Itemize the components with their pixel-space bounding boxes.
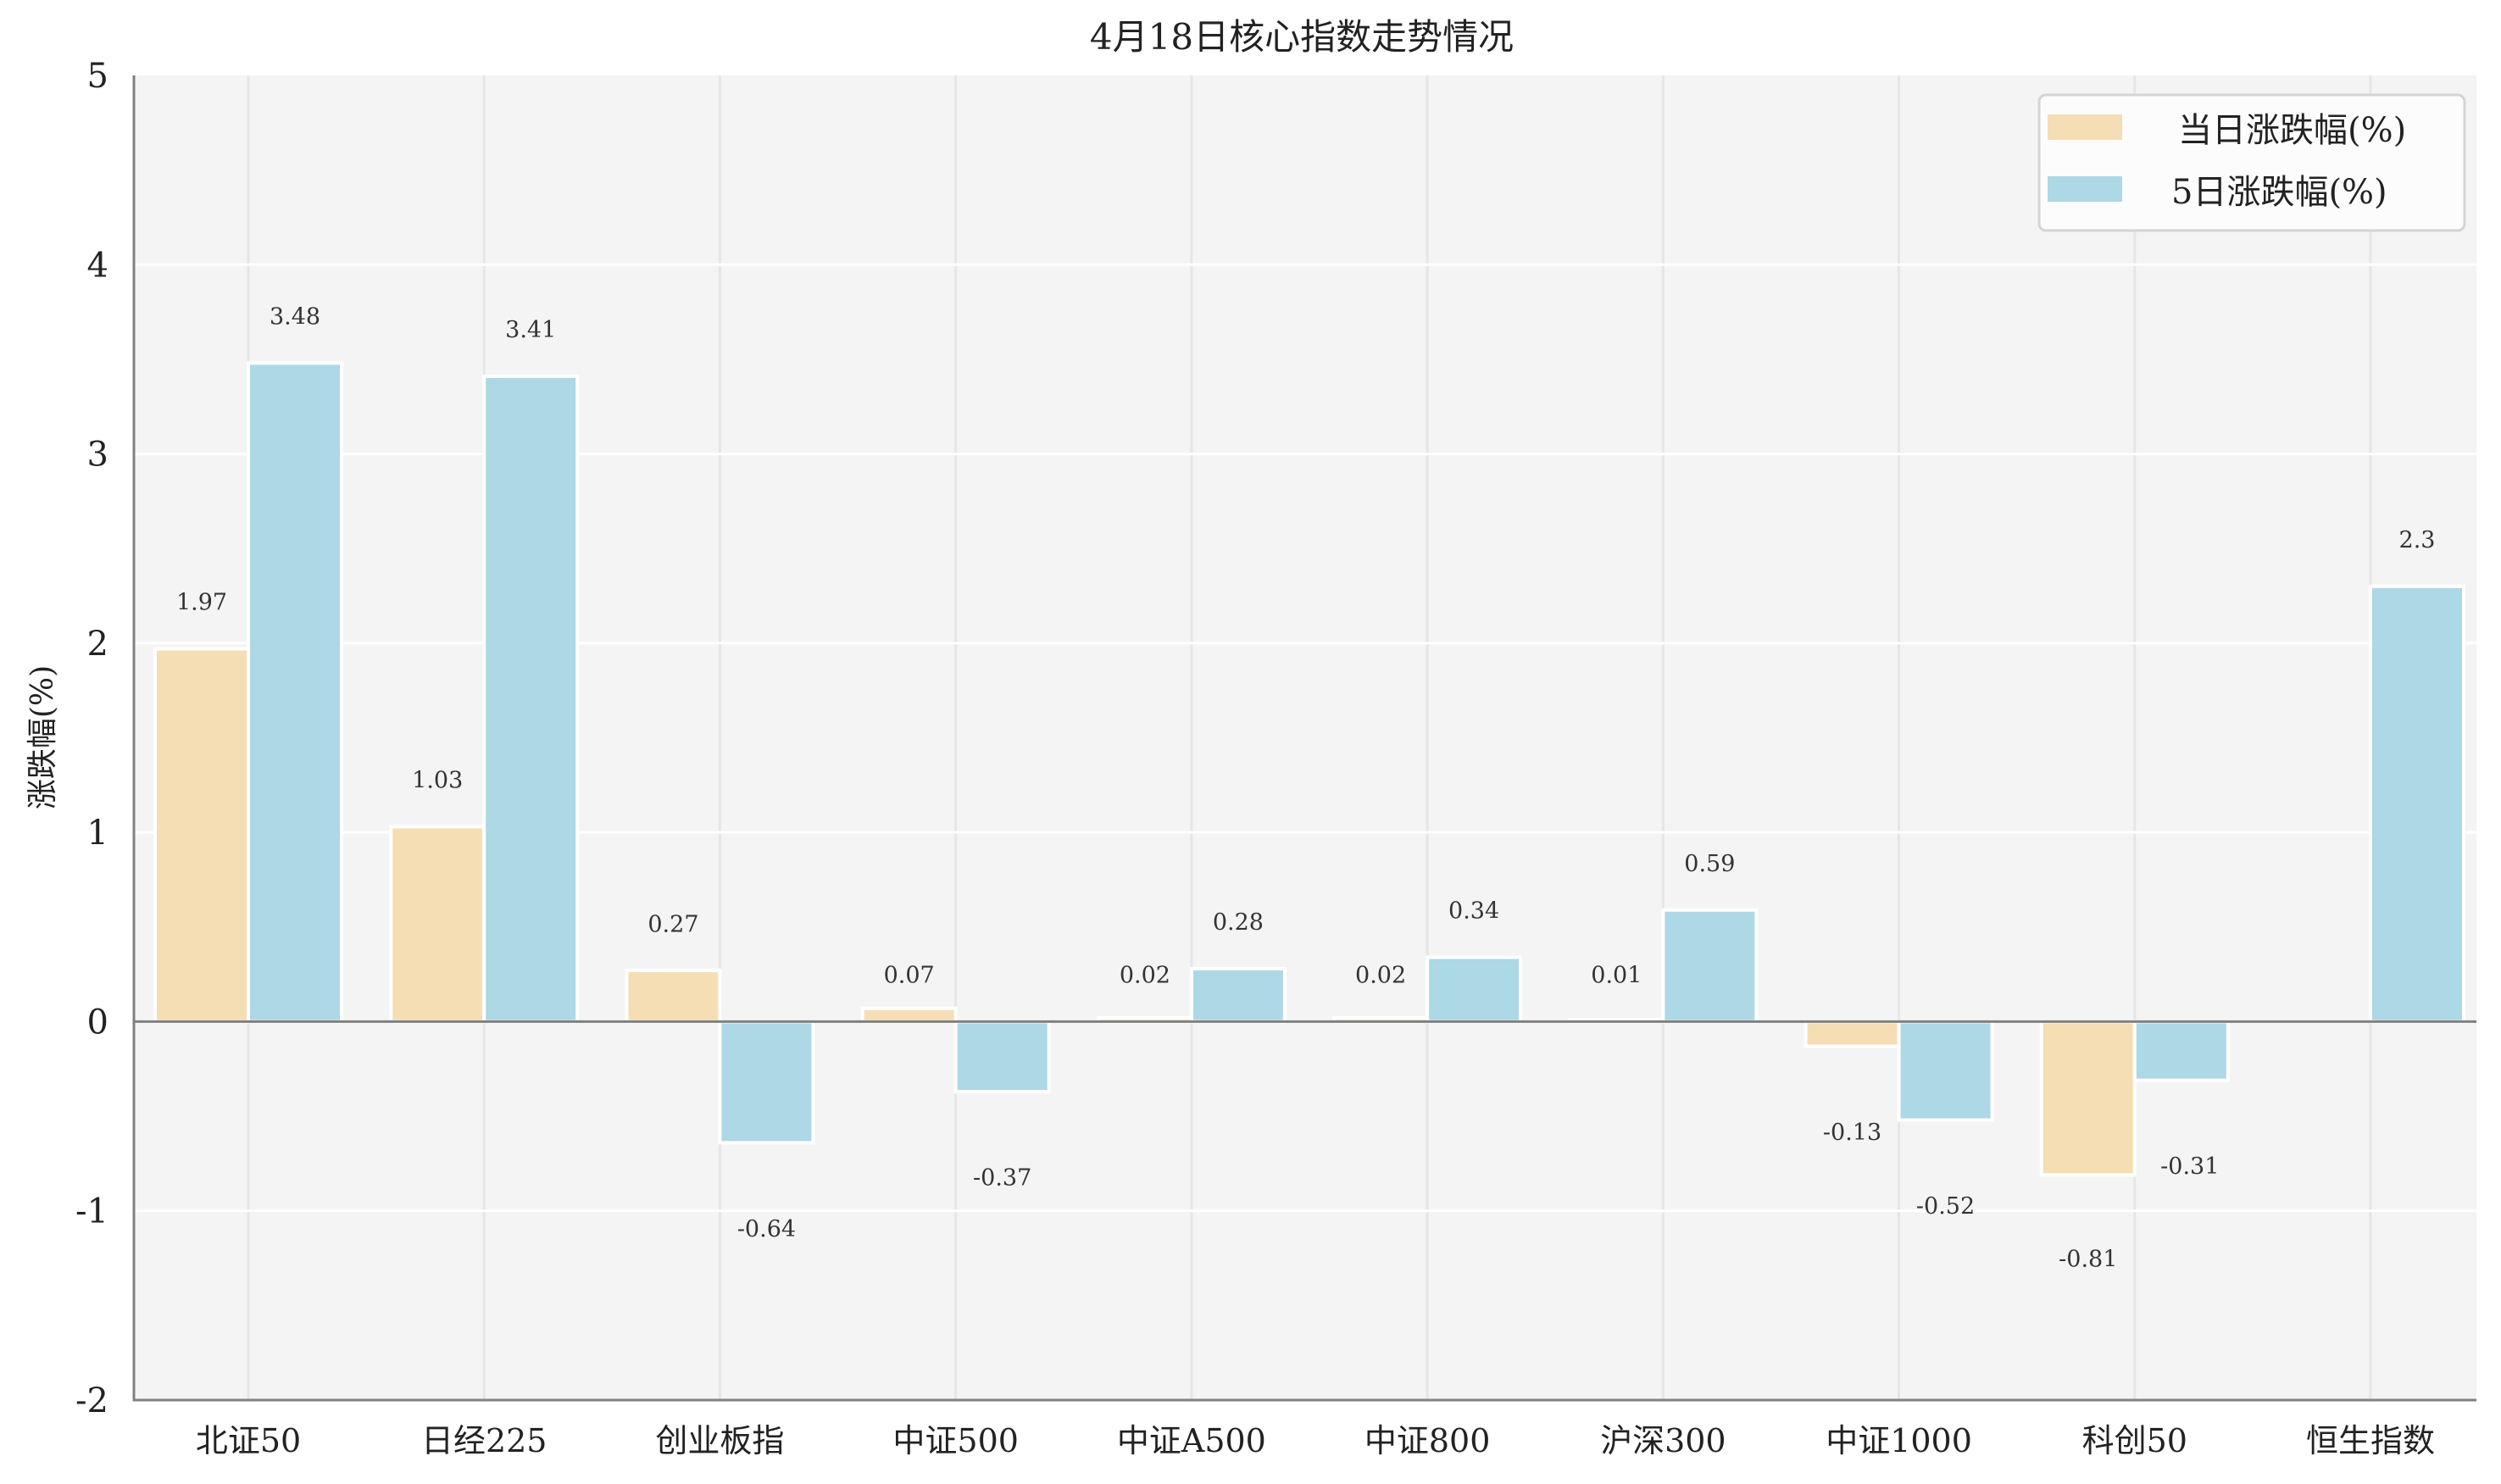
- value-label: 1.97: [176, 590, 227, 616]
- value-label: -0.13: [1823, 1120, 1881, 1146]
- value-label: 0.59: [1684, 851, 1735, 877]
- value-label: -0.31: [2160, 1153, 2219, 1180]
- bar: [2132, 1020, 2230, 1082]
- value-label: 3.41: [505, 317, 556, 343]
- value-label: -0.64: [737, 1216, 796, 1242]
- x-tick-label: 沪深300: [1600, 1422, 1726, 1459]
- x-tick-label: 中证800: [1364, 1422, 1491, 1459]
- legend-swatch-5day: [2048, 176, 2122, 202]
- value-label: -0.52: [1916, 1193, 1975, 1220]
- bar: [153, 647, 250, 1024]
- bar: [625, 969, 722, 1024]
- value-label: 0.34: [1448, 898, 1499, 925]
- bar: [860, 1006, 958, 1024]
- bar: [1803, 1020, 1901, 1048]
- x-tick-label: 科创50: [2082, 1422, 2187, 1459]
- value-label: 0.02: [1120, 963, 1170, 989]
- legend: 当日涨跌幅(%) 5日涨跌幅(%): [2037, 93, 2466, 232]
- value-label: 0.28: [1213, 909, 1264, 936]
- value-labels: 1.97 3.48 1.03 3.41 0.27 -0.64 0.07 -0.37 0.02 0.…: [176, 304, 2436, 1273]
- y-tick-label: 3: [87, 436, 108, 475]
- y-tick-label: 0: [87, 1003, 108, 1042]
- y-tick-label: 4: [87, 246, 108, 285]
- value-label: 0.27: [647, 911, 698, 937]
- x-axis-ticks: 北证50 日经225 创业板指 中证500 中证A500 中证800 沪深300 中证1000…: [196, 1422, 2435, 1459]
- bar: [389, 825, 486, 1024]
- value-label: 0.01: [1591, 963, 1642, 989]
- value-label: -0.37: [973, 1165, 1031, 1192]
- legend-box: [2037, 93, 2466, 232]
- value-label: 3.48: [270, 304, 320, 331]
- bar: [1897, 1020, 1994, 1122]
- bar: [1189, 966, 1287, 1024]
- x-tick-label: 创业板指: [655, 1422, 784, 1459]
- value-label: 1.03: [412, 768, 463, 794]
- value-label: 2.3: [2399, 527, 2436, 553]
- y-axis-label: 涨跌幅(%): [25, 665, 60, 809]
- bar: [2369, 584, 2465, 1024]
- bars: [153, 361, 2465, 1177]
- bar: [718, 1020, 815, 1145]
- x-tick-label: 中证A500: [1117, 1422, 1266, 1459]
- x-tick-label: 恒生指数: [2306, 1422, 2435, 1459]
- legend-label-5day: 5日涨跌幅(%): [2171, 173, 2387, 212]
- bar: [482, 375, 580, 1024]
- value-label: 0.02: [1355, 963, 1406, 989]
- legend-swatch-daily: [2048, 114, 2122, 140]
- y-tick-label: -1: [75, 1192, 108, 1231]
- y-tick-label: 1: [87, 814, 108, 853]
- y-tick-label: 5: [87, 57, 108, 96]
- bar: [2039, 1020, 2137, 1177]
- y-tick-label: 2: [87, 625, 108, 664]
- bar: [953, 1020, 1051, 1094]
- x-tick-label: 中证1000: [1826, 1422, 1972, 1459]
- bar: [1661, 908, 1759, 1024]
- x-tick-label: 日经225: [421, 1422, 547, 1459]
- y-axis-ticks: 5 4 3 2 1 0 -1 -2: [75, 57, 108, 1420]
- bar: [1426, 955, 1523, 1024]
- value-label: -0.81: [2059, 1247, 2117, 1273]
- chart-title: 4月18日核心指数走势情况: [1090, 16, 1514, 58]
- value-label: 0.07: [884, 963, 935, 989]
- bar: [247, 361, 343, 1024]
- y-tick-label: -2: [75, 1381, 108, 1420]
- x-tick-label: 中证500: [892, 1422, 1019, 1459]
- legend-label-daily: 当日涨跌幅(%): [2178, 111, 2406, 150]
- x-tick-label: 北证50: [196, 1422, 301, 1459]
